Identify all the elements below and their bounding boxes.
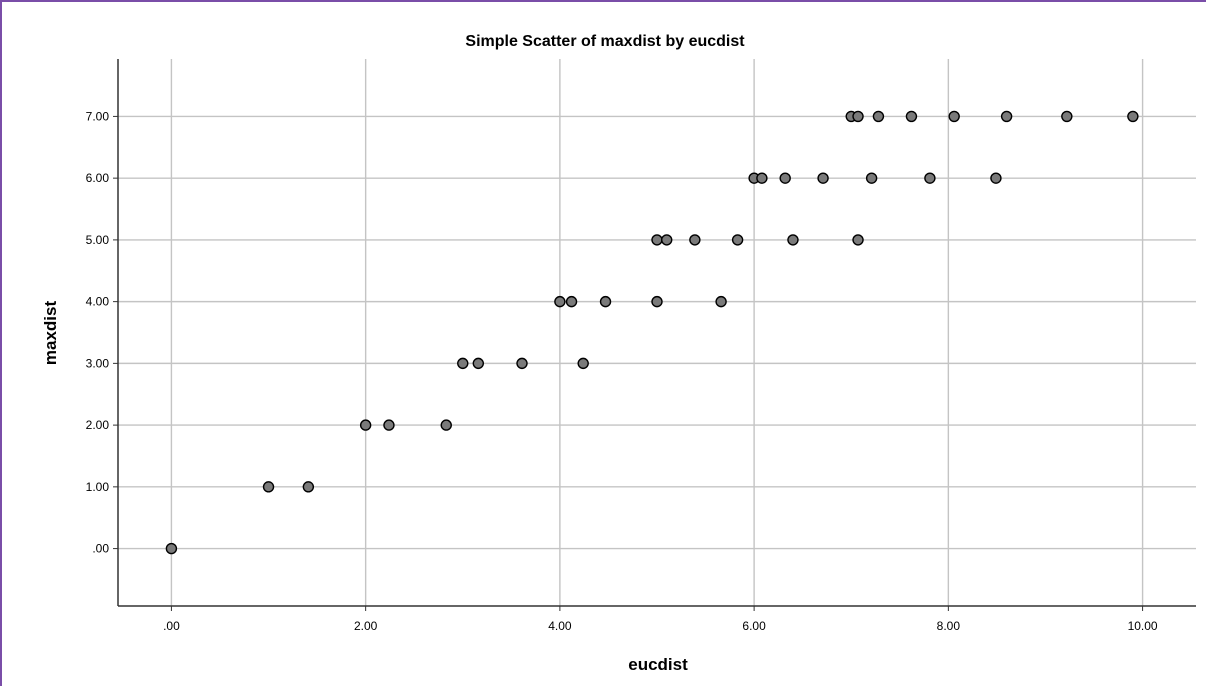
data-point bbox=[865, 172, 878, 184]
data-point bbox=[661, 234, 673, 246]
data-point bbox=[905, 110, 918, 123]
data-point bbox=[383, 419, 395, 431]
data-point bbox=[1127, 110, 1139, 123]
data-point bbox=[554, 295, 566, 308]
data-point bbox=[731, 234, 744, 246]
data-point bbox=[516, 357, 528, 370]
data-point bbox=[872, 110, 885, 123]
x-tick-label: 6.00 bbox=[742, 619, 766, 633]
y-tick-label: 1.00 bbox=[86, 480, 110, 494]
y-tick-label: 2.00 bbox=[86, 418, 110, 432]
x-axis-label: eucdist bbox=[628, 655, 688, 674]
chart-title: Simple Scatter of maxdist by eucdist bbox=[465, 33, 745, 50]
data-point bbox=[440, 419, 452, 431]
grid-lines bbox=[118, 59, 1196, 606]
data-point bbox=[1000, 110, 1013, 123]
y-axis-label: maxdist bbox=[41, 301, 60, 366]
data-point bbox=[990, 172, 1002, 184]
x-tick-label: 4.00 bbox=[548, 619, 572, 633]
y-tick-label: 7.00 bbox=[86, 109, 110, 123]
x-tick-label: .00 bbox=[163, 619, 180, 633]
data-point bbox=[924, 172, 936, 184]
data-point bbox=[852, 110, 864, 123]
data-point bbox=[756, 172, 768, 184]
data-point bbox=[1061, 110, 1073, 123]
y-tick-label: 3.00 bbox=[86, 356, 110, 370]
y-tick-label: 5.00 bbox=[86, 233, 110, 247]
data-point bbox=[472, 357, 485, 370]
y-tick-label: .00 bbox=[92, 542, 109, 556]
data-point bbox=[651, 234, 663, 246]
data-point bbox=[359, 419, 372, 431]
data-point bbox=[852, 234, 864, 246]
data-point bbox=[817, 172, 829, 184]
data-point bbox=[715, 295, 727, 308]
data-point bbox=[165, 542, 178, 555]
data-point bbox=[457, 357, 469, 370]
data-points bbox=[165, 110, 1139, 555]
data-point bbox=[787, 234, 799, 246]
data-point bbox=[302, 481, 315, 493]
x-tick-label: 2.00 bbox=[354, 619, 378, 633]
data-point bbox=[599, 295, 612, 308]
data-point bbox=[689, 234, 701, 246]
data-point bbox=[565, 295, 578, 308]
data-point bbox=[577, 357, 589, 370]
data-point bbox=[651, 295, 663, 308]
y-tick-label: 6.00 bbox=[86, 171, 110, 185]
x-tick-label: 8.00 bbox=[937, 619, 961, 633]
x-tick-label: 10.00 bbox=[1128, 619, 1158, 633]
data-point bbox=[948, 110, 960, 123]
y-tick-label: 4.00 bbox=[86, 295, 110, 309]
tick-labels: .00 2.00 4.00 6.00 8.00 10.00 .00 1.00 2.00 3.00 4… bbox=[86, 109, 1158, 633]
data-point bbox=[262, 481, 275, 493]
data-point bbox=[779, 172, 791, 184]
axes bbox=[113, 59, 1196, 611]
